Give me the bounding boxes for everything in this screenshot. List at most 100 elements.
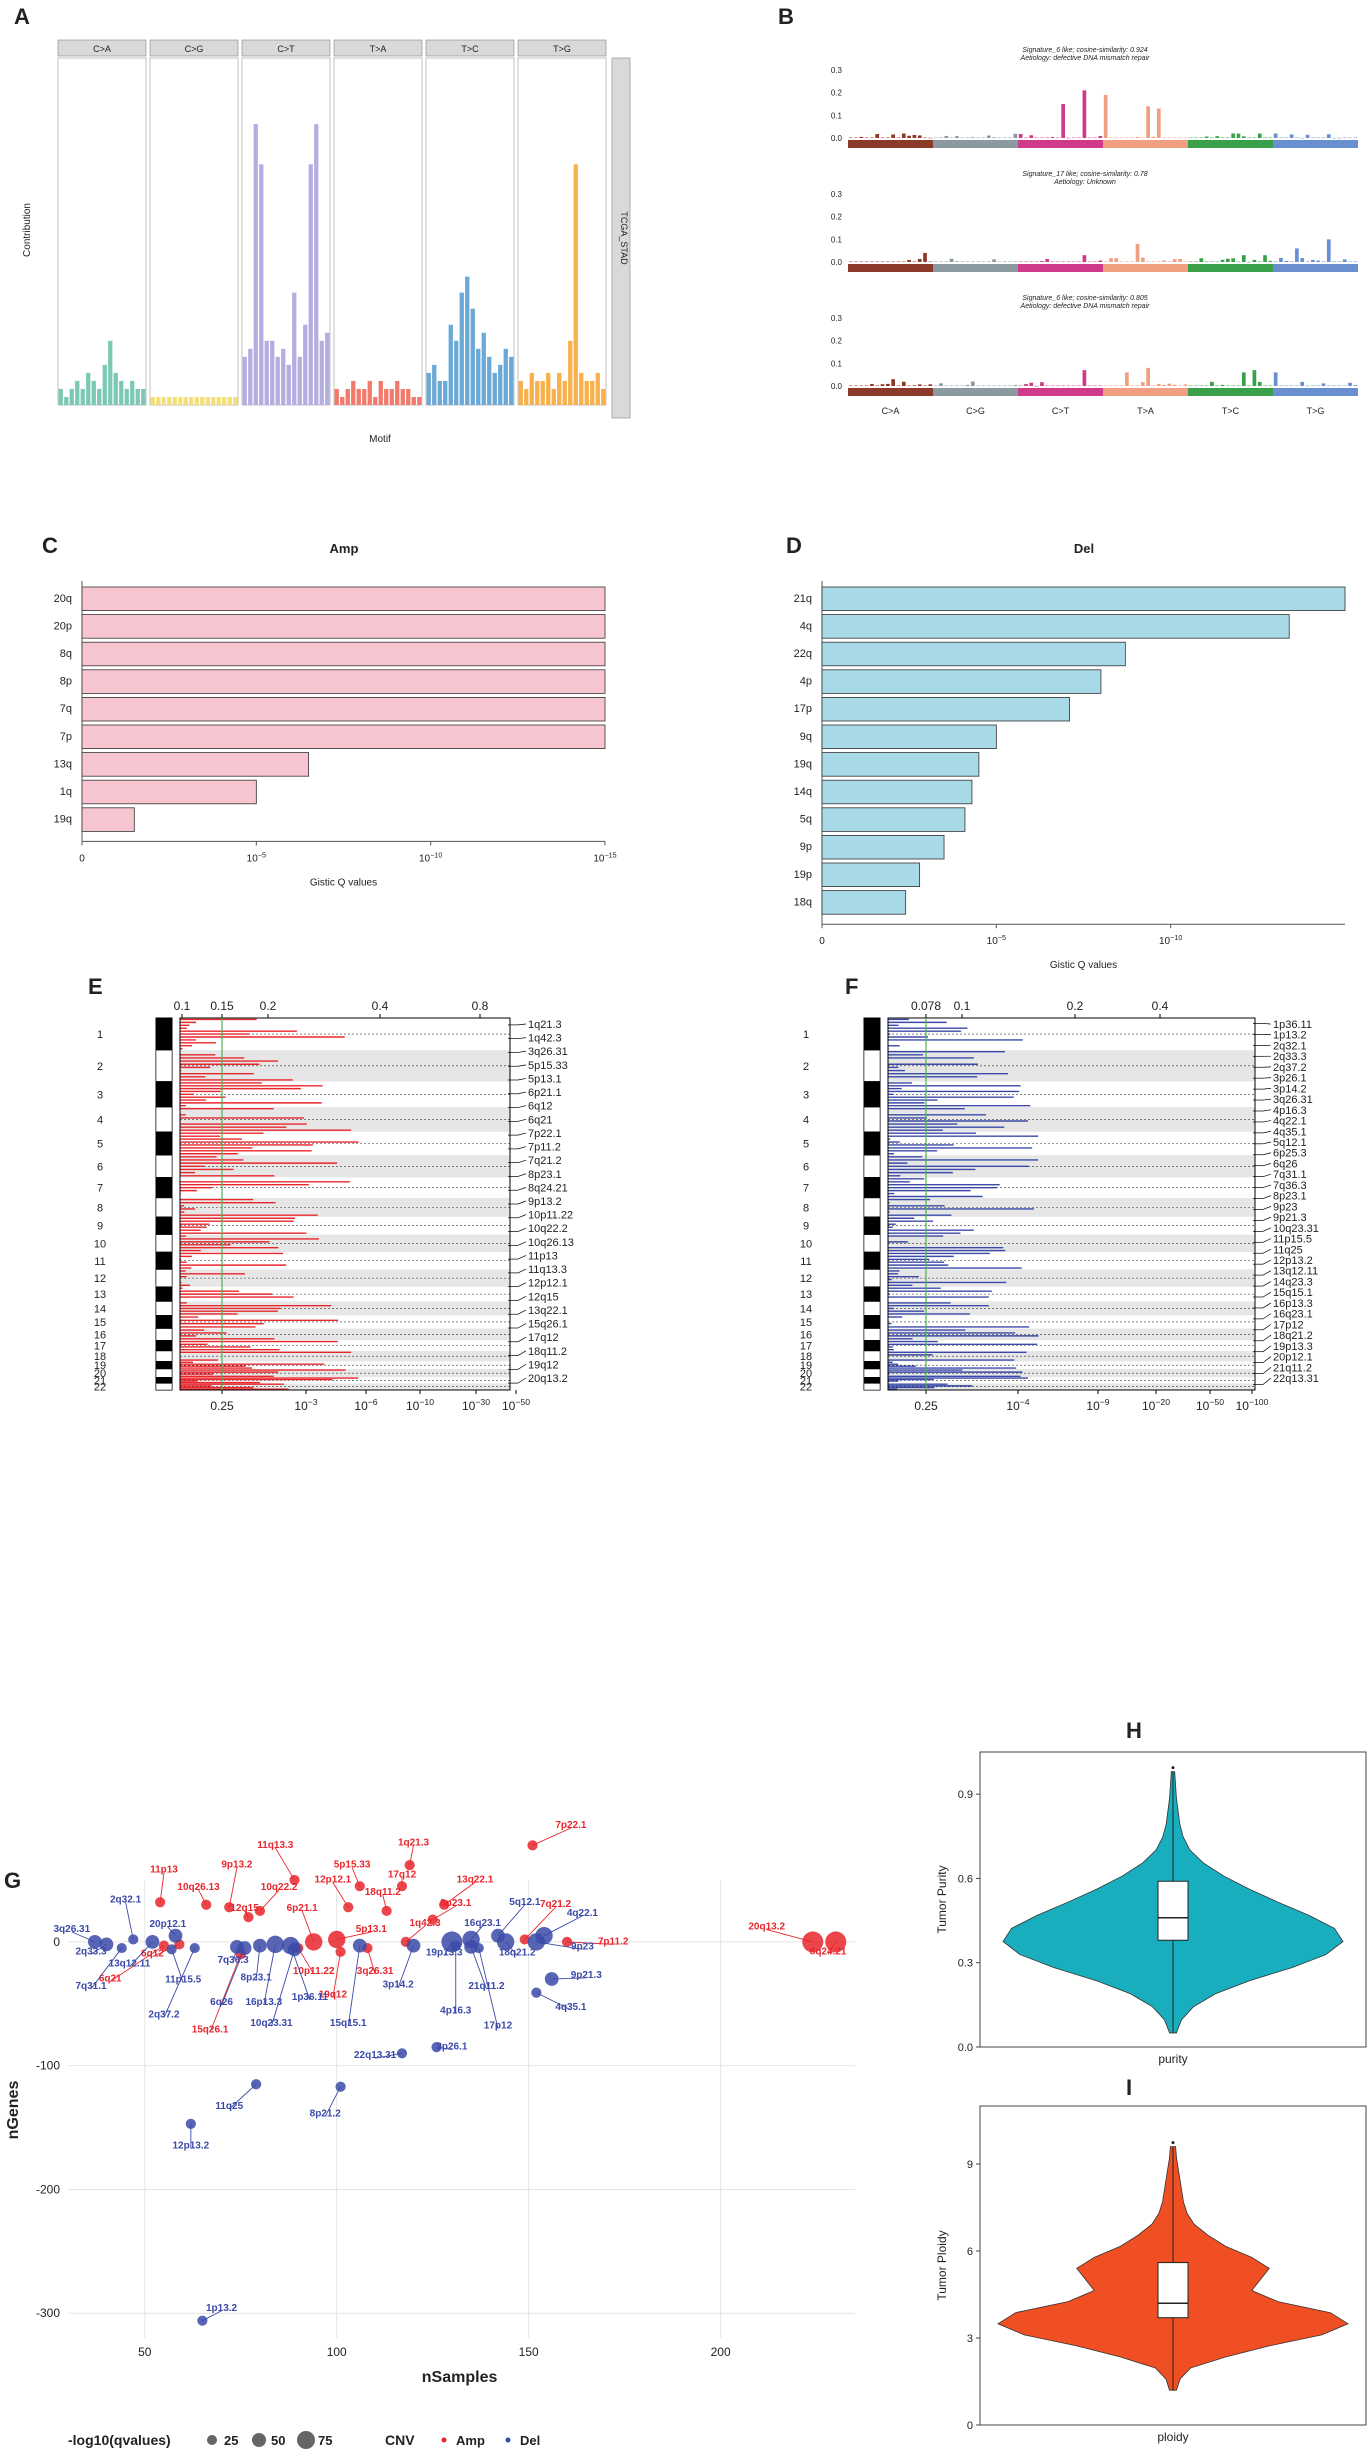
ideogram-segment bbox=[155, 1106, 173, 1133]
bar bbox=[821, 641, 1126, 667]
bar bbox=[1172, 137, 1177, 139]
category-strip bbox=[1018, 264, 1103, 272]
bar bbox=[986, 261, 991, 263]
point-connector bbox=[532, 1827, 572, 1846]
bar bbox=[314, 124, 319, 406]
bar bbox=[960, 137, 965, 139]
bar bbox=[1337, 385, 1342, 387]
ideogram-segment bbox=[155, 1216, 173, 1235]
bar bbox=[1140, 257, 1145, 262]
bar bbox=[1040, 382, 1044, 386]
peak-label: 13q22.1 bbox=[528, 1305, 568, 1317]
x-category-label: T>C bbox=[1222, 406, 1240, 416]
bar bbox=[253, 124, 258, 406]
chromosome-label: 6 bbox=[97, 1161, 103, 1173]
x-tick-label: 10−5 bbox=[987, 933, 1006, 947]
bar bbox=[912, 134, 917, 138]
point-label: 15q15.1 bbox=[330, 2018, 367, 2029]
panel-i-chart: 9 6 3 0 Tumor Ploidy ploidy bbox=[935, 2105, 1367, 2444]
bar bbox=[1093, 261, 1097, 263]
point-connector bbox=[109, 1945, 165, 1982]
chromosome-label: 13 bbox=[94, 1289, 106, 1301]
data-point bbox=[99, 1937, 114, 1952]
chromosome-label: 4 bbox=[803, 1114, 809, 1126]
chromosome-label: 6 bbox=[803, 1161, 809, 1173]
legend-del-label: Del bbox=[520, 2433, 540, 2448]
bar bbox=[351, 380, 356, 405]
bar bbox=[1215, 385, 1220, 387]
y-tick-label: 0.9 bbox=[958, 1789, 973, 1801]
bar bbox=[1087, 137, 1092, 139]
bar bbox=[373, 396, 378, 405]
bar bbox=[113, 372, 118, 405]
peak-connector bbox=[1262, 1098, 1272, 1101]
ideogram-segment bbox=[155, 1197, 173, 1218]
bar bbox=[960, 385, 965, 387]
bar bbox=[1257, 133, 1262, 138]
ideogram-segment bbox=[863, 1049, 881, 1082]
bar bbox=[81, 724, 606, 750]
outlier-point bbox=[1171, 2141, 1175, 2145]
data-point bbox=[802, 1931, 824, 1953]
bar bbox=[227, 396, 232, 405]
bottom-tick-label: 10−20 bbox=[1142, 1397, 1170, 1413]
category-strip bbox=[848, 140, 933, 148]
bar bbox=[1316, 137, 1321, 139]
peak-label: 12p12.1 bbox=[528, 1278, 568, 1290]
bar bbox=[1045, 385, 1050, 387]
panel-label-d: D bbox=[786, 533, 802, 558]
bar bbox=[1252, 370, 1257, 386]
ideogram-segment bbox=[863, 1177, 881, 1199]
bar bbox=[997, 385, 1002, 387]
category-strip bbox=[1273, 388, 1358, 396]
category-label: 14q bbox=[794, 786, 812, 798]
peak-connector bbox=[1262, 1302, 1272, 1309]
data-point bbox=[155, 1897, 166, 1908]
chromosome-label: 19 bbox=[94, 1360, 106, 1372]
bar bbox=[557, 372, 562, 405]
bar bbox=[976, 137, 981, 139]
point-label: 16q23.1 bbox=[464, 1918, 501, 1929]
y-tick-label: 9 bbox=[967, 2159, 973, 2171]
bottom-tick-label: 10−50 bbox=[1196, 1397, 1224, 1413]
legend-amp-label: Amp bbox=[456, 2433, 485, 2448]
ideogram-segment bbox=[863, 1301, 881, 1316]
facet-strip bbox=[241, 39, 331, 57]
peak-label: 5p13.1 bbox=[528, 1073, 562, 1085]
chromosome-label: 11 bbox=[94, 1256, 105, 1268]
panel-c-chart: Amp 20q 20p 8q 8p 7q 7p 13q 1q 19q 0 10−5 10−10 10−15… bbox=[54, 541, 617, 888]
bar bbox=[885, 261, 890, 263]
category-label: 17p bbox=[794, 703, 812, 715]
bar bbox=[1098, 385, 1103, 387]
category-strip bbox=[1188, 140, 1273, 148]
category-label: 20p bbox=[54, 620, 72, 632]
bar bbox=[411, 396, 416, 405]
bar bbox=[1103, 385, 1108, 387]
facet-label: T>C bbox=[461, 44, 479, 54]
data-point bbox=[335, 2081, 346, 2092]
peak-connector bbox=[517, 1377, 527, 1384]
point-label: 1q42.3 bbox=[409, 1918, 441, 1929]
bar bbox=[965, 261, 970, 263]
bar bbox=[1034, 385, 1039, 387]
peak-connector bbox=[517, 1282, 527, 1287]
point-label: 15q26.1 bbox=[192, 2024, 229, 2035]
bar bbox=[1162, 137, 1166, 139]
y-tick: 0.1 bbox=[831, 111, 843, 120]
bar bbox=[1178, 258, 1182, 262]
bar bbox=[1151, 261, 1156, 262]
bar bbox=[303, 324, 308, 405]
peak-connector bbox=[517, 1214, 527, 1219]
ideogram-segment bbox=[155, 1383, 173, 1391]
bar bbox=[907, 385, 911, 387]
bar bbox=[859, 385, 864, 387]
x-tick-label: 10−5 bbox=[247, 850, 266, 864]
bar bbox=[1050, 261, 1055, 263]
bar bbox=[1289, 134, 1294, 138]
peak-connector bbox=[1262, 1141, 1272, 1145]
x-axis-label: Gistic Q values bbox=[310, 877, 377, 888]
facet-label: T>A bbox=[370, 44, 387, 54]
bar bbox=[1098, 136, 1103, 138]
bar bbox=[124, 388, 129, 405]
category-strip bbox=[1018, 388, 1103, 396]
